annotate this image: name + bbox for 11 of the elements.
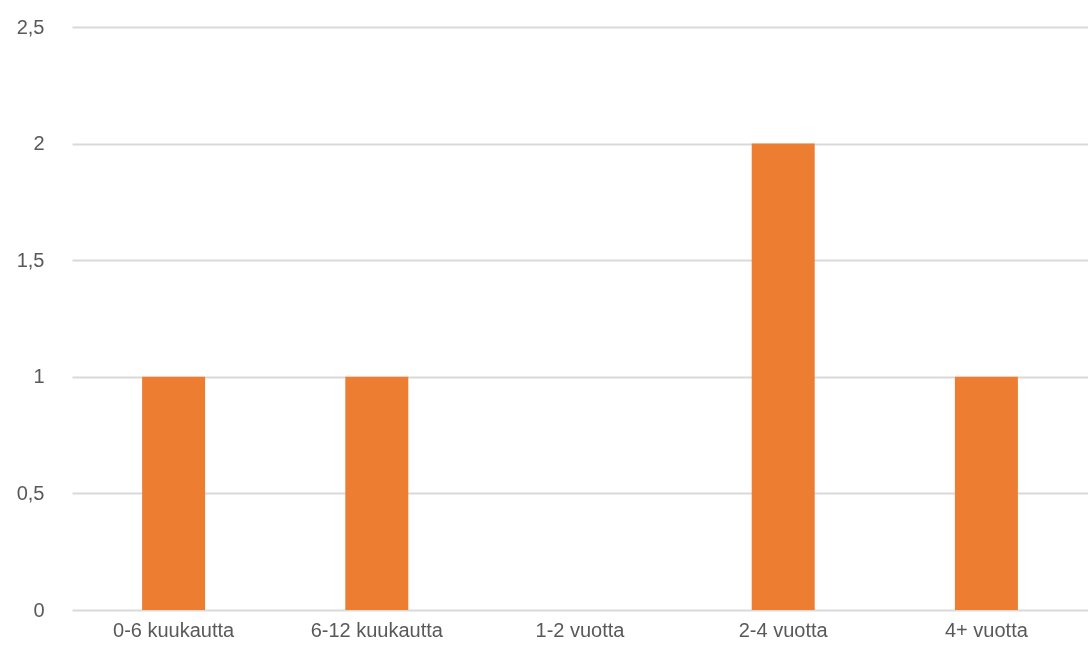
y-tick-label: 2	[33, 132, 45, 155]
y-tick-label: 0	[33, 598, 45, 621]
x-tick-label: 4+ vuotta	[944, 618, 1029, 641]
x-tick-label: 0-6 kuukautta	[113, 618, 236, 641]
y-tick-label: 1	[33, 365, 45, 388]
x-tick-label: 1-2 vuotta	[535, 618, 626, 641]
x-tick-label: 2-4 vuotta	[738, 618, 829, 641]
x-tick-label: 6-12 kuukautta	[310, 618, 444, 641]
y-tick-label: 0,5	[16, 481, 45, 504]
y-tick-label: 2,5	[16, 15, 45, 38]
y-tick-label: 1,5	[16, 248, 45, 271]
